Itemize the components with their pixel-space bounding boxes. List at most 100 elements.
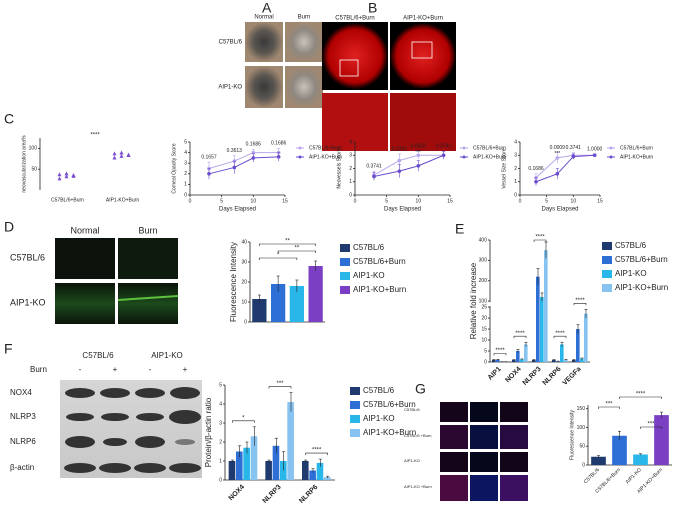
x-tick-label: AIP1-KO+Burn (106, 197, 139, 203)
y-tick-label: 40 (241, 239, 247, 245)
legend-swatch (610, 156, 613, 159)
legend-label: AIP1-KO+Burn (620, 154, 653, 160)
y-tick-label: 0 (349, 192, 352, 198)
data-point (58, 172, 62, 176)
x-tick-label: NOX4 (228, 484, 247, 503)
significance-label: **** (312, 448, 322, 454)
x-axis-title: Days Elapsed (384, 207, 421, 213)
y-tick-label: 20 (481, 315, 487, 321)
burn-sign: - (79, 365, 82, 374)
p-value: 0.1242 (392, 146, 408, 152)
y-tick-label: 100 (577, 425, 586, 431)
y-tick-label: 4 (514, 139, 517, 145)
series-line (374, 155, 444, 176)
x-tick-label: C57BL/6+Burn (51, 197, 84, 203)
bar (287, 402, 294, 480)
y-axis-title: Corneal Opacity Score (171, 143, 177, 194)
y-tick-label: 1 (184, 182, 187, 188)
data-point (65, 171, 69, 175)
significance-label: * (242, 415, 245, 421)
y-tick-label: 0 (582, 462, 585, 468)
data-point (593, 153, 597, 157)
burn-sign: + (183, 365, 188, 374)
x-tick-label: NLRP6 (542, 366, 563, 387)
data-point (556, 172, 560, 176)
legend-label: AIP1-KO (615, 269, 647, 278)
data-point (127, 153, 131, 157)
data-point (120, 151, 124, 155)
y-tick-label: 1 (514, 179, 517, 185)
x-tick-label: AIP1-KO (625, 467, 643, 485)
bar (560, 344, 564, 362)
y-axis-title: Fluorescence Intensity (569, 409, 575, 460)
y-axis-title: Fluorescence Intensity (229, 242, 238, 322)
legend-swatch (610, 147, 613, 150)
data-point (398, 159, 402, 163)
legend-swatch (340, 244, 350, 252)
legend-label: AIP1-KO+Burn (615, 283, 668, 292)
bar (512, 360, 516, 362)
western-blot (60, 380, 202, 478)
legend-label: AIP1-KO+Burn (353, 285, 406, 294)
p-value: 0.3741 (366, 163, 382, 169)
legend-label: AIP1-KO (353, 271, 385, 280)
series-line (536, 155, 595, 182)
panel-label: F (4, 341, 13, 357)
bar (236, 452, 243, 481)
data-point (534, 180, 538, 184)
x-axis-title: Days Elapsed (541, 207, 578, 213)
bar (324, 477, 331, 480)
bar (540, 297, 544, 362)
y-axis-title: Neovessels Score (336, 148, 342, 189)
data-point (442, 153, 446, 157)
y-tick-label: 2 (514, 166, 517, 172)
row-label: β-actin (10, 463, 34, 472)
x-tick-label: 5 (220, 198, 223, 204)
data-point (233, 166, 237, 170)
y-tick-label: 20 (241, 279, 247, 285)
y-axis-title: neovascularization area% (21, 135, 27, 193)
legend-swatch (602, 242, 612, 250)
bar (633, 455, 648, 466)
x-tick-label: 15 (597, 198, 603, 204)
x-tick-label: 5 (385, 198, 388, 204)
significance-label: **** (555, 331, 565, 337)
y-tick-label: 150 (577, 406, 586, 412)
p-value: 0.3741 (566, 145, 582, 151)
y-tick-label: 3 (349, 153, 352, 159)
data-point (417, 164, 421, 168)
legend-swatch (299, 147, 302, 150)
y-tick-label: 4 (219, 401, 222, 407)
row-label: AIP1-KO (10, 297, 46, 307)
y-axis-title: Protein/β-actin ratio (204, 397, 213, 467)
data-point (113, 156, 117, 160)
legend-swatch (299, 156, 302, 159)
x-tick-label: 10 (571, 198, 577, 204)
significance-label: **** (495, 348, 505, 354)
legend-swatch (602, 256, 612, 264)
x-tick-label: 15 (282, 198, 288, 204)
y-tick-label: 2 (349, 166, 352, 172)
burn-sign: - (149, 365, 152, 374)
column-label: C57BL/6+Burn (335, 16, 375, 22)
panel-label: D (4, 219, 14, 235)
significance-label: **** (90, 133, 100, 139)
legend-swatch (350, 387, 360, 395)
row-label: AIP1-KO (218, 85, 242, 91)
y-tick-label: 0 (514, 192, 517, 198)
bar (524, 344, 528, 362)
data-point (277, 155, 281, 159)
burn-sign: + (113, 365, 118, 374)
bar (532, 360, 536, 362)
data-point (398, 169, 402, 173)
significance-label: *** (415, 150, 421, 156)
x-tick-label: 10 (416, 198, 422, 204)
legend-label: C57BL/6 (615, 241, 647, 250)
significance-label: **** (575, 298, 585, 304)
bar (544, 250, 548, 362)
significance-label: *** (276, 381, 284, 387)
legend-swatch (340, 272, 350, 280)
column-label: Burn (138, 225, 157, 235)
y-tick-label: 15 (481, 326, 487, 332)
